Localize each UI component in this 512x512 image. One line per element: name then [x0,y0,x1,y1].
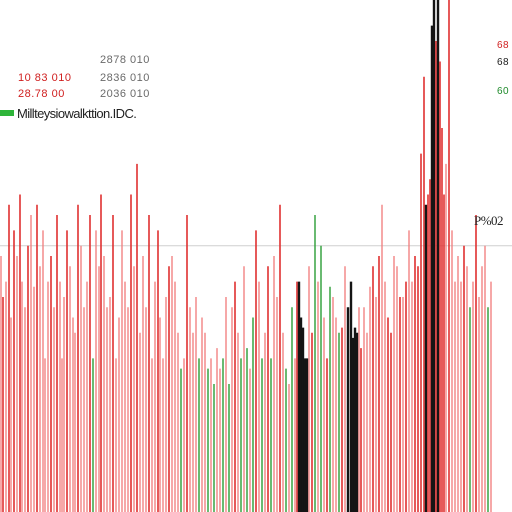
right-annotation-label: 68 [497,40,510,51]
chart-title-row: Millteysiowalkttion.IDC. [0,104,137,122]
right-annotation-label: 60 [497,86,510,97]
right-annotation-label: 68 [497,57,510,68]
chart-title: Millteysiowalkttion.IDC. [17,105,137,121]
annotation-label: 2836 010 [100,72,150,84]
annotation-label: 10 83 010 [18,72,72,84]
annotation-label: 28.78 00 [18,88,65,100]
annotation-label: 2878 010 [100,54,150,66]
annotation-label: 2036 010 [100,88,150,100]
legend-swatch [0,110,14,116]
value-marker-label: P%02 [474,213,504,228]
